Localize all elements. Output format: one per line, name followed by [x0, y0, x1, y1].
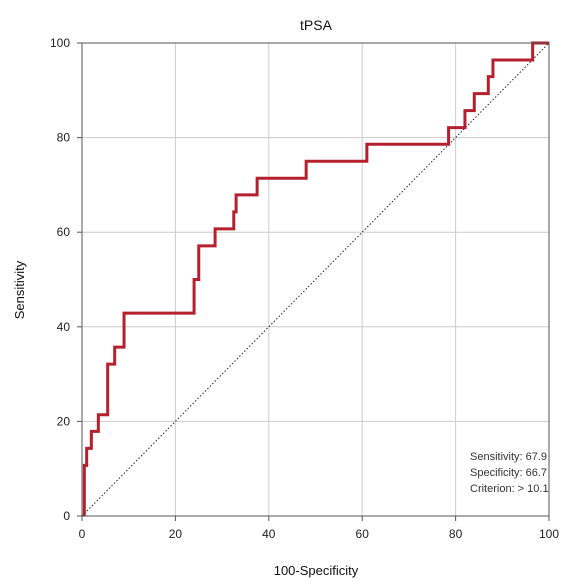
roc-point: [473, 92, 476, 95]
x-tick-label: 20: [169, 527, 183, 541]
roc-point: [139, 312, 142, 314]
roc-point: [193, 312, 195, 314]
reference-line-layer: [81, 42, 550, 517]
x-axis-title: 100-Specificity: [274, 563, 359, 578]
roc-point: [447, 126, 450, 129]
roc-point: [464, 109, 466, 112]
roc-curve-layer: [82, 41, 550, 517]
roc-point: [473, 109, 476, 112]
roc-point: [464, 126, 466, 129]
roc-point: [531, 59, 534, 61]
roc-point: [123, 312, 125, 314]
roc-curve-line: [82, 41, 549, 516]
roc-point: [85, 447, 88, 450]
roc-point: [305, 177, 307, 180]
y-tick-label: 20: [57, 414, 71, 428]
roc-point: [113, 363, 116, 365]
roc-point: [487, 92, 490, 95]
roc-point: [235, 211, 237, 213]
roc-point: [487, 75, 490, 78]
grid: [82, 43, 549, 516]
chart-title: tPSA: [300, 17, 333, 33]
roc-point: [256, 194, 258, 196]
y-axis-title: Sensitivity: [12, 260, 27, 319]
roc-point: [90, 430, 93, 433]
reference-diagonal-line: [81, 42, 550, 517]
annotation-sensitivity: Sensitivity: 67.9: [470, 451, 547, 463]
roc-point: [492, 75, 494, 78]
y-tick-labels: 0 20 40 60 80 100: [50, 36, 82, 523]
annotation-specificity: Specificity: 66.7: [470, 467, 547, 479]
roc-point: [97, 413, 100, 416]
roc-point: [232, 228, 235, 230]
roc-point: [197, 245, 200, 247]
roc-point: [214, 245, 216, 247]
roc-point: [366, 160, 368, 163]
y-tick-label: 80: [57, 131, 71, 145]
x-tick-label: 80: [449, 527, 463, 541]
roc-point: [197, 278, 200, 281]
x-tick-labels: 0 20 40 60 80 100: [79, 516, 559, 541]
roc-point: [83, 464, 86, 467]
roc-point: [106, 363, 109, 365]
roc-point: [85, 464, 88, 467]
y-tick-label: 40: [57, 320, 71, 334]
roc-point: [97, 430, 100, 433]
annotation-criterion: Criterion: > 10.1: [470, 483, 549, 495]
roc-point: [447, 143, 450, 146]
roc-point: [256, 177, 258, 180]
roc-point: [214, 228, 216, 230]
x-tick-label: 100: [539, 527, 559, 541]
x-tick-label: 60: [356, 527, 370, 541]
roc-point: [113, 346, 116, 348]
roc-point: [232, 211, 235, 213]
roc-point: [305, 160, 307, 163]
roc-point: [123, 346, 125, 348]
roc-point: [193, 278, 195, 281]
annotation-box: Sensitivity: 67.9 Specificity: 66.7 Crit…: [470, 451, 549, 495]
y-tick-label: 60: [57, 225, 71, 239]
roc-point: [235, 194, 237, 196]
plot-frame: [81, 42, 550, 517]
roc-point: [90, 447, 93, 450]
roc-point: [492, 59, 494, 61]
roc-point: [366, 143, 368, 146]
x-tick-label: 40: [262, 527, 276, 541]
x-tick-label: 0: [79, 527, 86, 541]
roc-point: [106, 413, 109, 416]
y-tick-label: 0: [63, 509, 70, 523]
y-tick-label: 100: [50, 36, 70, 50]
